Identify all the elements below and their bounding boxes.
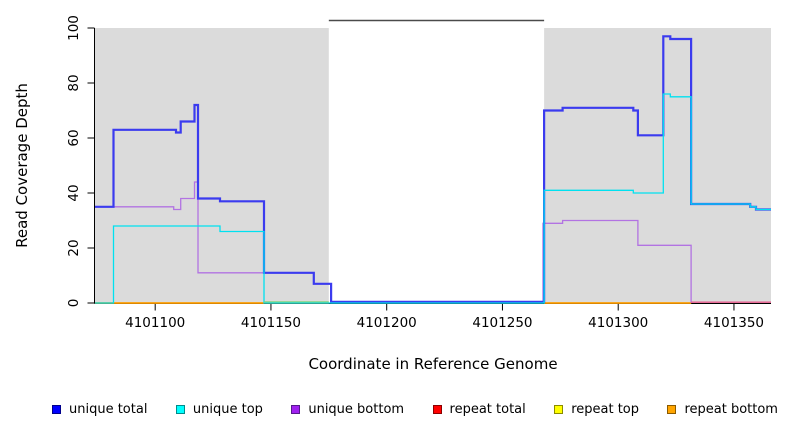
plot-legend: unique total unique top unique bottom repea… (0, 396, 792, 422)
x-tick-label: 4101300 (588, 315, 648, 331)
legend-label: repeat top (571, 401, 639, 417)
series-line-unique-total (95, 35, 771, 303)
y-tick-label: 0 (66, 299, 82, 308)
series-line-unique-top (95, 93, 771, 304)
legend-label: repeat bottom (684, 401, 778, 417)
legend-swatch-icon-repeat-bottom (667, 404, 677, 414)
x-tick-label: 4101250 (472, 315, 532, 331)
y-tick-label: 60 (66, 129, 82, 146)
x-tick-label: 4101100 (125, 315, 185, 331)
legend-swatch-icon-unique-bottom (291, 404, 301, 414)
legend-label: repeat total (449, 401, 526, 417)
legend-item-unique-total: unique total (52, 403, 147, 416)
x-tick-label: 4101150 (241, 315, 301, 331)
legend-label: unique top (192, 401, 263, 417)
legend-swatch-icon-repeat-top (554, 404, 564, 414)
legend-swatch-icon-unique-top (175, 404, 185, 414)
left-gray-region (95, 28, 329, 303)
x-tick-label: 4101350 (704, 315, 764, 331)
y-tick-label: 100 (66, 15, 82, 41)
legend-item-unique-top: unique top (175, 401, 263, 417)
y-axis-title: Read Coverage Depth (13, 83, 31, 248)
coverage-plot: 4101100 4101150 4101200 4101250 4101300 41013… (13, 15, 771, 373)
legend-label: unique total (69, 401, 148, 417)
y-tick-label: 20 (66, 239, 82, 256)
legend-item-repeat-bottom: repeat bottom (667, 403, 778, 416)
legend-item-repeat-top: repeat top (554, 403, 639, 416)
legend-label: unique bottom (308, 401, 405, 417)
legend-swatch-icon-repeat-total (432, 404, 442, 414)
legend-item-repeat-total: repeat total (432, 401, 526, 417)
y-tick-label: 40 (66, 184, 82, 201)
y-tick-label: 80 (66, 74, 82, 91)
right-gray-region (544, 28, 771, 303)
legend-item-unique-bottom: unique bottom (291, 403, 404, 416)
x-axis-title: Coordinate in Reference Genome (308, 355, 557, 373)
legend-swatch-icon-unique-total (52, 404, 61, 414)
x-tick-label: 4101200 (357, 315, 417, 331)
